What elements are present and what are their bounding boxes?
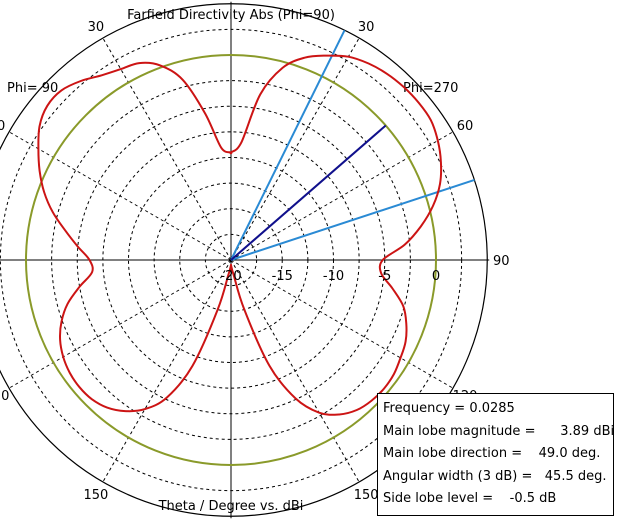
angle-tick-label: 60 [0, 119, 5, 134]
radial-tick-label: -15 [272, 269, 293, 284]
angle-tick-label: 120 [0, 389, 9, 404]
angle-gridline [230, 131, 454, 261]
angle-tick-label: 30 [358, 20, 375, 35]
main-lobe-line [230, 124, 387, 261]
angle-tick-label: 90 [493, 254, 510, 269]
angle-gridline [8, 259, 232, 389]
zero-dbi-circle [25, 54, 437, 466]
angle-tick-label: 150 [83, 488, 108, 503]
main-lobe-magnitude-text: Main lobe magnitude = 3.89 dBi [383, 423, 615, 439]
angle-gridline [230, 37, 360, 261]
radial-tick-label: 0 [432, 269, 440, 284]
beamwidth-edge-line [230, 179, 475, 261]
polar-grid [0, 1, 490, 519]
angle-gridline [102, 259, 232, 483]
beamwidth-edge-line [230, 29, 346, 261]
radial-tick-label: -10 [323, 269, 344, 284]
angle-tick-label: 60 [457, 119, 474, 134]
chart-marks [37, 29, 475, 416]
phi-right-label: Phi=270 [403, 81, 458, 96]
frequency-text: Frequency = 0.0285 [383, 401, 515, 416]
angular-width-text: Angular width (3 dB) = 45.5 deg. [383, 468, 607, 484]
phi-left-label: Phi= 90 [7, 81, 58, 96]
radial-tick-label: -5 [378, 269, 391, 284]
outer-circle [0, 3, 488, 517]
main-lobe-direction-text: Main lobe direction = 49.0 deg. [383, 446, 601, 461]
info-box: Frequency = 0.0285 Main lobe magnitude =… [377, 393, 614, 516]
directivity-pattern-line [37, 54, 443, 416]
radial-tick-label: -20 [220, 269, 241, 284]
angle-tick-label: 30 [88, 20, 105, 35]
side-lobe-level-text: Side lobe level = -0.5 dB [383, 491, 557, 506]
angle-tick-label: 150 [354, 488, 379, 503]
